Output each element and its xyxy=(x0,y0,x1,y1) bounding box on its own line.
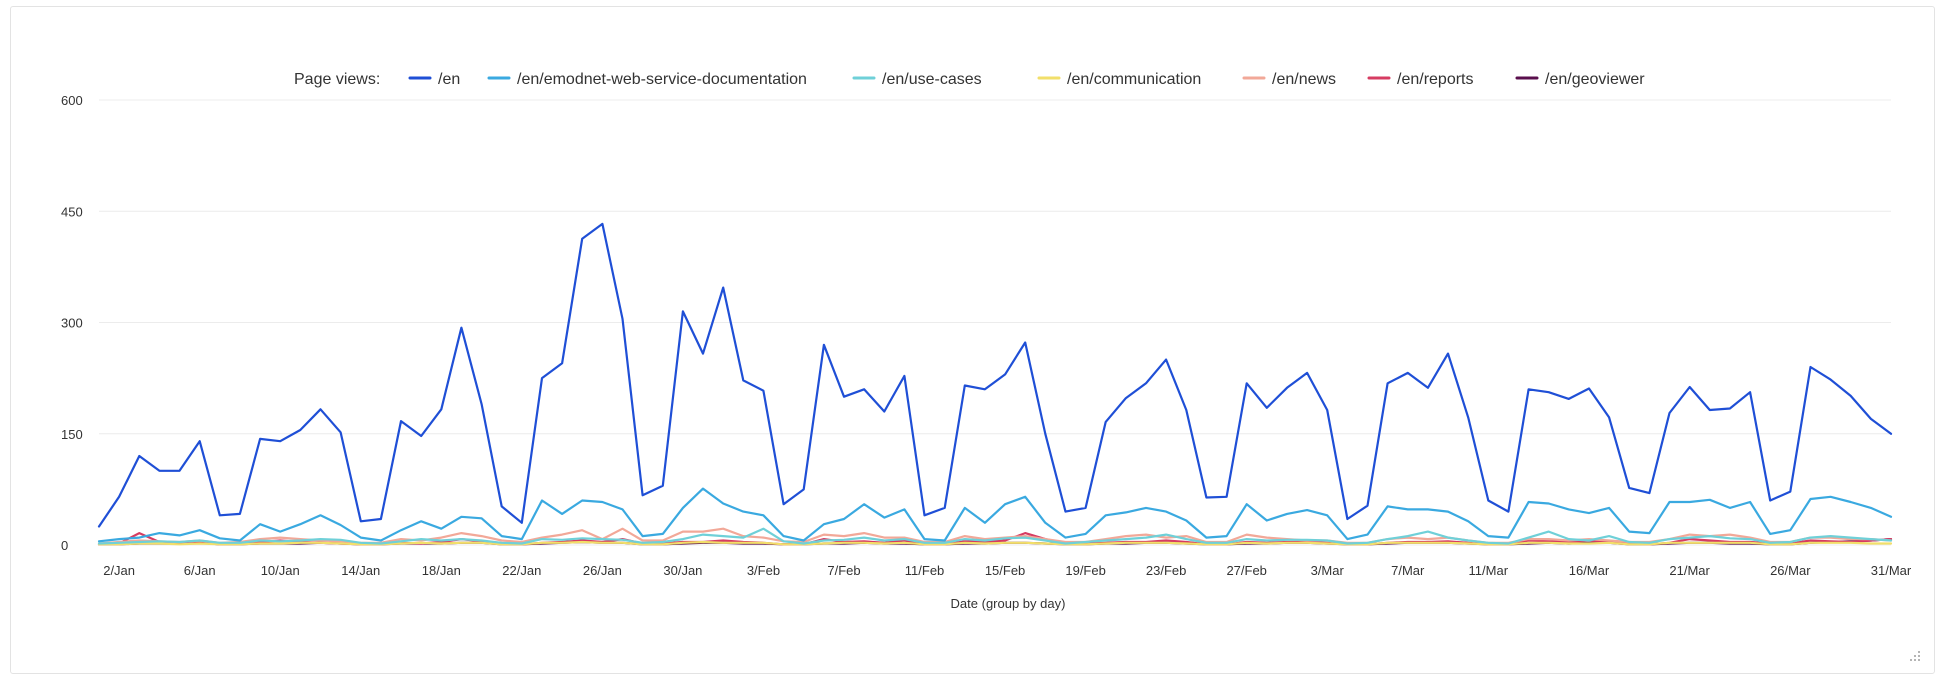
legend-item-label[interactable]: /en/news xyxy=(1272,71,1336,88)
x-tick-label: 27/Feb xyxy=(1226,563,1266,578)
legend-item-label[interactable]: /en/reports xyxy=(1397,71,1473,88)
series-line-2 xyxy=(97,527,1893,545)
chart-panel: 0 150 300 450 600 2/Jan 6/Jan 10/Jan 14/Jan 18/J… xyxy=(10,6,1935,674)
y-tick-label: 450 xyxy=(61,204,83,219)
legend-title: Page views: xyxy=(294,71,380,88)
x-tick-label: 3/Mar xyxy=(1311,563,1345,578)
series-line-1 xyxy=(97,487,1893,543)
x-tick-label: 14/Jan xyxy=(341,563,380,578)
x-axis-title: Date (group by day) xyxy=(951,596,1066,611)
series-lines xyxy=(97,222,1893,546)
x-tick-label: 30/Jan xyxy=(663,563,702,578)
x-tick-label: 10/Jan xyxy=(261,563,300,578)
series-line-3 xyxy=(97,540,1893,546)
legend-item-label[interactable]: /en xyxy=(438,71,460,88)
resize-handle[interactable] xyxy=(1906,647,1920,661)
line-chart: 0 150 300 450 600 2/Jan 6/Jan 10/Jan 14/Jan 18/J… xyxy=(61,71,1912,611)
legend-item-label[interactable]: /en/use-cases xyxy=(882,71,982,88)
x-tick-label: 11/Feb xyxy=(905,563,945,578)
x-tick-label: 7/Mar xyxy=(1391,563,1425,578)
x-tick-label: 3/Feb xyxy=(747,563,780,578)
x-tick-label: 23/Feb xyxy=(1146,563,1186,578)
x-tick-label: 11/Mar xyxy=(1469,563,1509,578)
legend-item-label[interactable]: /en/emodnet-web-service-documentation xyxy=(517,71,807,88)
x-tick-label: 26/Mar xyxy=(1770,563,1811,578)
legend-item-label[interactable]: /en/geoviewer xyxy=(1545,71,1645,88)
x-tick-label: 6/Jan xyxy=(184,563,216,578)
x-axis: 2/Jan 6/Jan 10/Jan 14/Jan 18/Jan 22/Jan 26/Jan… xyxy=(103,563,1912,578)
x-tick-label: 7/Feb xyxy=(827,563,860,578)
legend-item-label[interactable]: /en/communication xyxy=(1067,71,1201,88)
x-tick-label: 18/Jan xyxy=(422,563,461,578)
series-line-0 xyxy=(97,222,1893,528)
x-tick-label: 22/Jan xyxy=(502,563,541,578)
y-tick-label: 0 xyxy=(61,538,68,553)
x-tick-label: 31/Mar xyxy=(1871,563,1912,578)
x-tick-label: 21/Mar xyxy=(1669,563,1710,578)
y-tick-label: 600 xyxy=(61,93,83,108)
x-tick-label: 15/Feb xyxy=(985,563,1025,578)
x-tick-label: 19/Feb xyxy=(1065,563,1105,578)
y-tick-label: 150 xyxy=(61,427,83,442)
legend: Page views: /en/en/emodnet-web-service-d… xyxy=(294,71,1645,88)
x-tick-label: 2/Jan xyxy=(103,563,135,578)
grid-lines xyxy=(99,99,1891,546)
x-tick-label: 26/Jan xyxy=(583,563,622,578)
y-axis: 0 150 300 450 600 xyxy=(61,93,83,553)
x-tick-label: 16/Mar xyxy=(1569,563,1610,578)
y-tick-label: 300 xyxy=(61,316,83,331)
